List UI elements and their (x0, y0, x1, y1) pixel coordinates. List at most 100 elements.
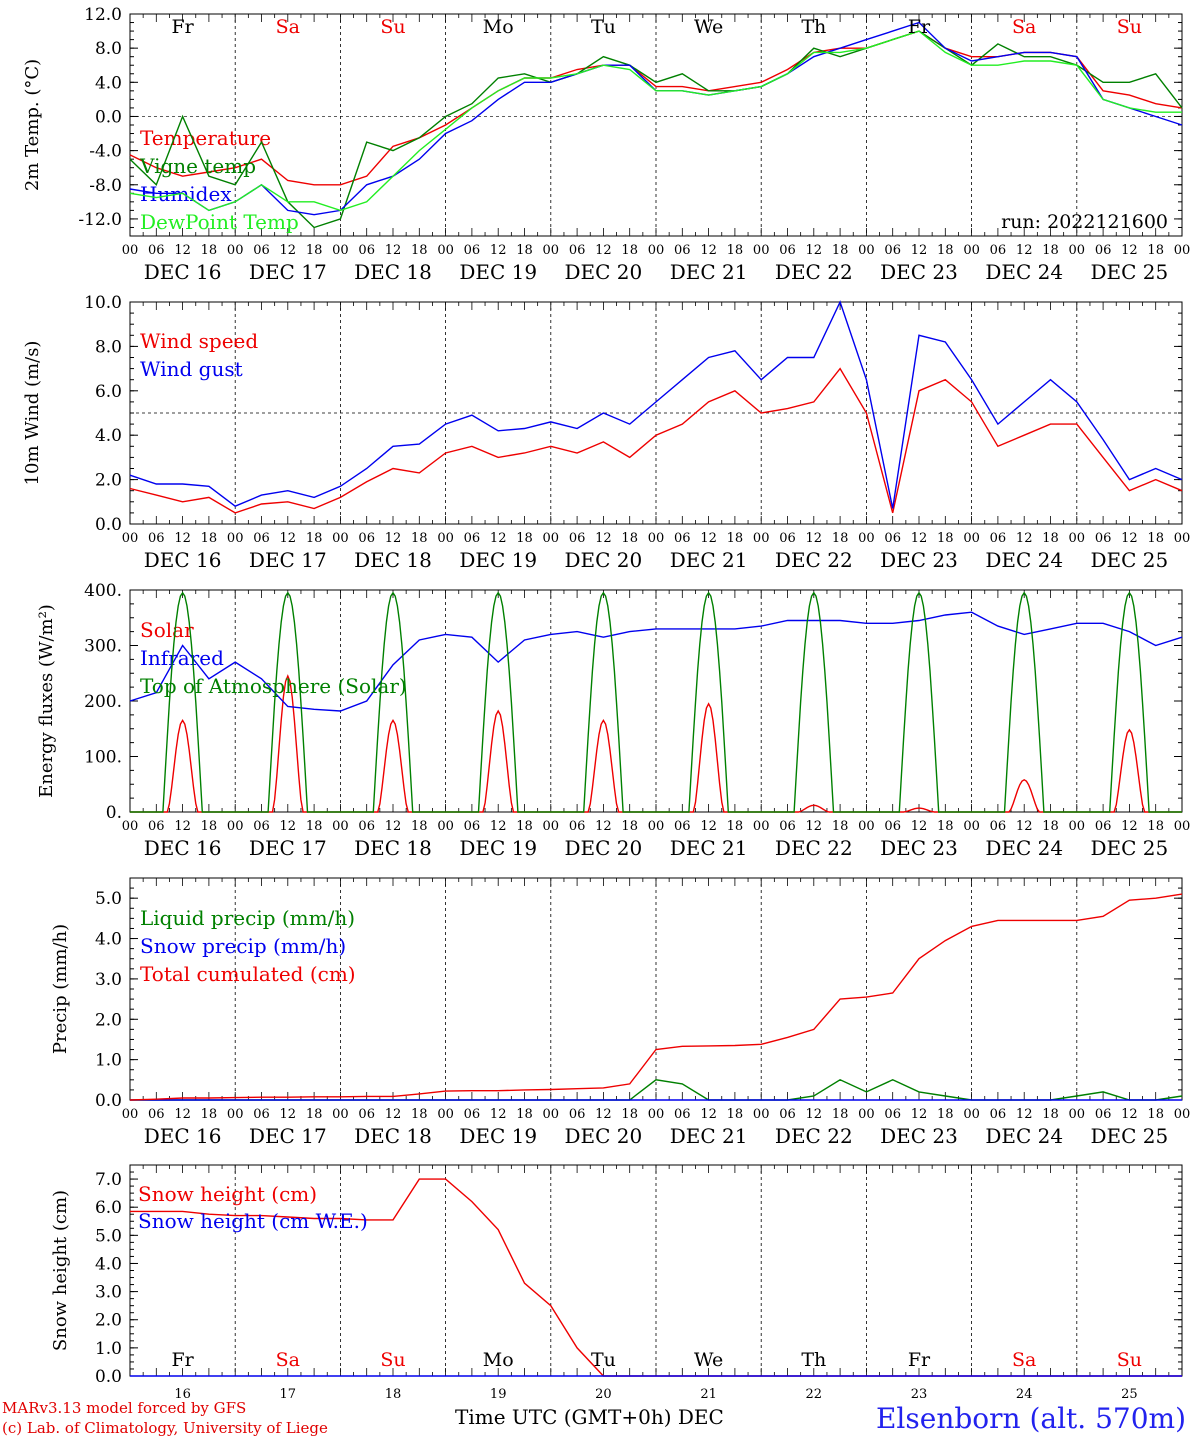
hour-tick-label: 06 (884, 1107, 901, 1122)
y-tick-label: -12.0 (78, 210, 122, 230)
date-label: DEC 22 (775, 260, 853, 284)
weekday-label: Th (801, 1349, 826, 1371)
hour-tick-label: 12 (1016, 819, 1033, 834)
day-number-label: 23 (911, 1387, 928, 1402)
hour-tick-label: 18 (727, 1107, 744, 1122)
time-axis-title: Time UTC (GMT+0h) DEC (455, 1405, 724, 1429)
day-number-label: 25 (1121, 1387, 1138, 1402)
weekday-label: Fr (908, 16, 931, 38)
hour-tick-label: 12 (806, 531, 823, 546)
hour-tick-label: 00 (227, 243, 244, 258)
hour-tick-label: 18 (1042, 1107, 1059, 1122)
date-label: DEC 19 (459, 548, 537, 572)
hour-tick-label: 12 (911, 243, 928, 258)
hour-tick-label: 18 (1042, 819, 1059, 834)
day-number-label: 19 (490, 1387, 507, 1402)
hour-tick-label: 06 (674, 243, 691, 258)
hour-tick-label: 06 (253, 819, 270, 834)
hour-tick-label: 12 (700, 1107, 717, 1122)
legend-entry: Infrared (140, 646, 224, 670)
hour-tick-label: 06 (674, 819, 691, 834)
hour-tick-label: 12 (490, 819, 507, 834)
hour-tick-label: 06 (990, 819, 1007, 834)
hour-tick-label: 18 (621, 243, 638, 258)
hour-tick-label: 00 (858, 531, 875, 546)
date-label: DEC 19 (459, 836, 537, 860)
date-label: DEC 25 (1091, 1124, 1169, 1148)
hour-tick-label: 06 (779, 819, 796, 834)
hour-tick-label: 18 (832, 1107, 849, 1122)
hour-tick-label: 06 (674, 531, 691, 546)
legend-entry: Temperature (140, 126, 271, 150)
hour-tick-label: 12 (385, 819, 402, 834)
hour-tick-label: 12 (911, 819, 928, 834)
hour-tick-label: 06 (148, 819, 165, 834)
hour-tick-label: 06 (1095, 819, 1112, 834)
hour-tick-label: 18 (621, 1107, 638, 1122)
hour-tick-label: 18 (727, 819, 744, 834)
hour-tick-label: 18 (937, 819, 954, 834)
date-label: DEC 17 (249, 1124, 327, 1148)
hour-tick-label: 12 (595, 819, 612, 834)
hour-tick-label: 00 (648, 1107, 665, 1122)
hour-tick-label: 12 (1016, 243, 1033, 258)
date-label: DEC 20 (565, 836, 643, 860)
hour-tick-label: 00 (1174, 243, 1191, 258)
date-label: DEC 21 (670, 548, 748, 572)
hour-tick-label: 00 (332, 1107, 349, 1122)
hour-tick-label: 06 (464, 1107, 481, 1122)
y-axis-label: Energy fluxes (W/m²) (36, 604, 57, 798)
hour-tick-label: 18 (832, 531, 849, 546)
y-tick-label: 2.0 (95, 471, 122, 491)
weekday-label: Su (1117, 1349, 1142, 1371)
hour-tick-label: 12 (806, 243, 823, 258)
hour-tick-label: 00 (1069, 1107, 1086, 1122)
weekday-label: Sa (1012, 16, 1036, 38)
date-label: DEC 16 (144, 836, 222, 860)
hour-tick-label: 06 (358, 819, 375, 834)
date-label: DEC 23 (880, 548, 958, 572)
hour-tick-label: 18 (516, 531, 533, 546)
hour-tick-label: 12 (595, 1107, 612, 1122)
hour-tick-label: 06 (884, 819, 901, 834)
hour-tick-label: 06 (884, 531, 901, 546)
date-label: DEC 17 (249, 836, 327, 860)
hour-tick-label: 00 (332, 819, 349, 834)
hour-tick-label: 00 (227, 531, 244, 546)
lab-credit: (c) Lab. of Climatology, University of L… (2, 1419, 328, 1437)
date-label: DEC 16 (144, 260, 222, 284)
date-label: DEC 16 (144, 548, 222, 572)
hour-tick-label: 00 (122, 531, 139, 546)
hour-tick-label: 18 (306, 1107, 323, 1122)
hour-tick-label: 06 (358, 243, 375, 258)
weekday-label: Fr (908, 1349, 931, 1371)
hour-tick-label: 12 (280, 819, 297, 834)
hour-tick-label: 12 (490, 531, 507, 546)
hour-tick-label: 00 (543, 243, 560, 258)
hour-tick-label: 18 (621, 819, 638, 834)
day-number-label: 17 (280, 1387, 297, 1402)
weekday-label: Sa (1012, 1349, 1036, 1371)
legend-entry: Top of Atmosphere (Solar) (140, 674, 407, 698)
hour-tick-label: 12 (385, 1107, 402, 1122)
weekday-label: Fr (171, 1349, 194, 1371)
hour-tick-label: 00 (963, 243, 980, 258)
date-label: DEC 20 (565, 260, 643, 284)
y-tick-label: 1.0 (95, 1339, 122, 1359)
hour-tick-label: 06 (148, 531, 165, 546)
date-label: DEC 21 (670, 1124, 748, 1148)
date-label: DEC 19 (459, 260, 537, 284)
hour-tick-label: 00 (1174, 531, 1191, 546)
hour-tick-label: 06 (148, 1107, 165, 1122)
weekday-label: Su (380, 16, 405, 38)
hour-tick-label: 12 (1121, 819, 1138, 834)
y-tick-label: 10.0 (84, 293, 122, 313)
hour-tick-label: 00 (332, 243, 349, 258)
series-line-wind-gust (129, 300, 1183, 509)
hour-tick-label: 18 (516, 819, 533, 834)
hour-tick-label: 06 (464, 243, 481, 258)
hour-tick-label: 00 (122, 819, 139, 834)
date-label: DEC 22 (775, 836, 853, 860)
date-label: DEC 17 (249, 260, 327, 284)
hour-tick-label: 00 (1174, 1107, 1191, 1122)
